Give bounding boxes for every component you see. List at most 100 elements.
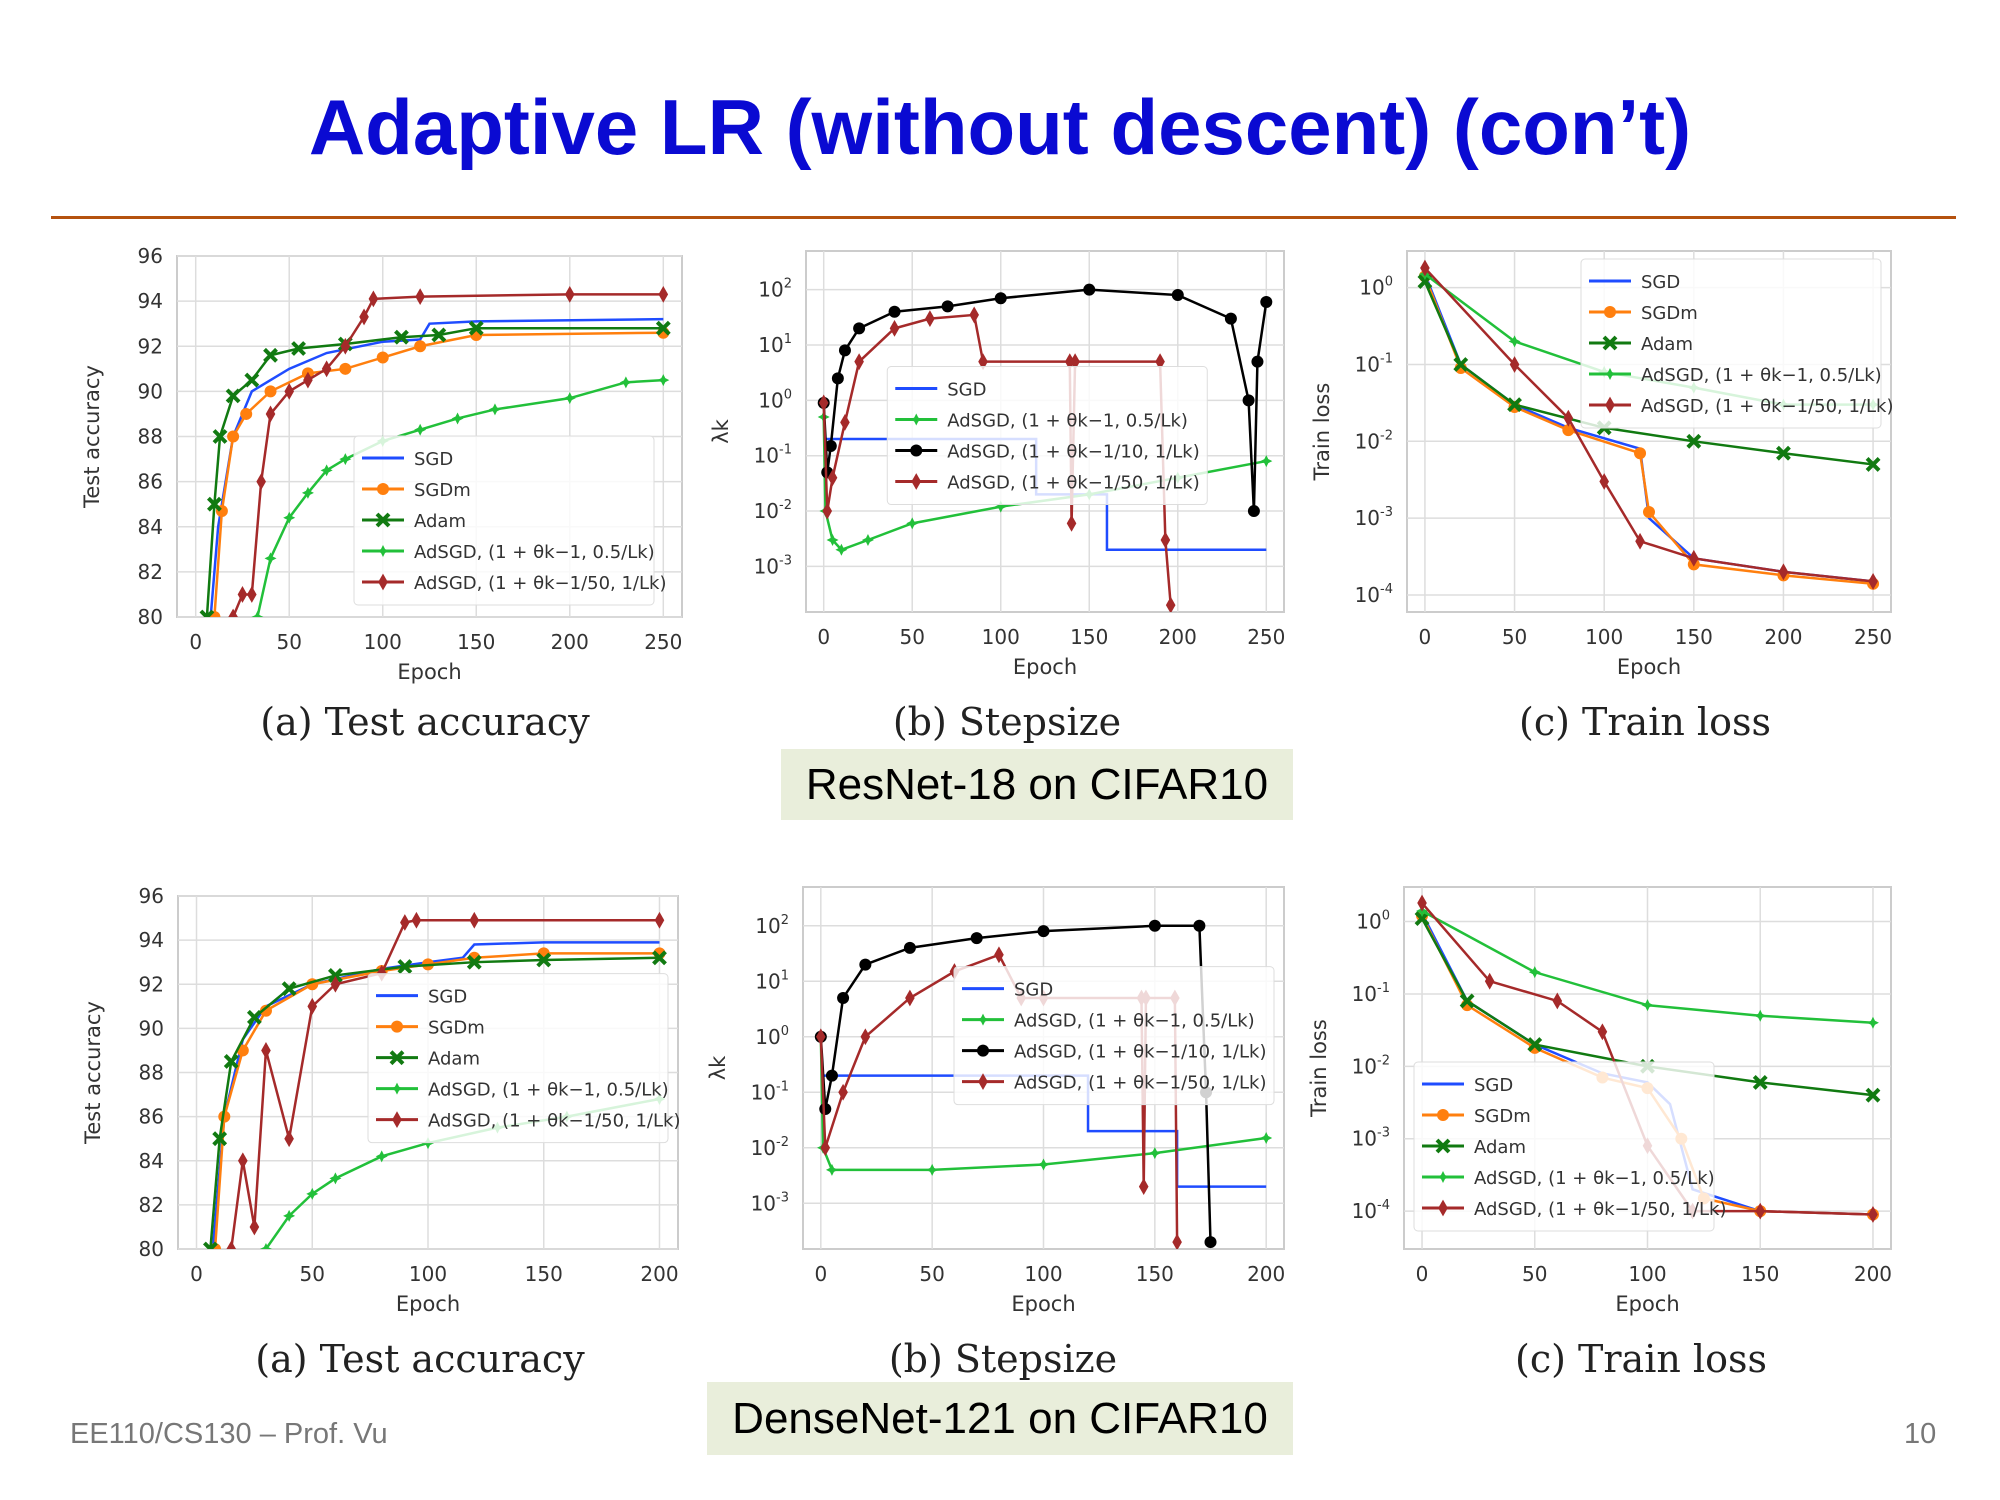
series-adam-point xyxy=(1453,357,1469,372)
x-axis-label: Epoch xyxy=(1615,1292,1679,1316)
legend-marker xyxy=(910,413,923,426)
chart-resnet-train-loss: 0 50 100 150 200 250 10-4 10-3 10-2 10-1 100 Epoch T… xyxy=(1310,250,1893,679)
series-adam-point xyxy=(1686,433,1702,449)
series-adsgd-1-k-1-50-1-lk--point xyxy=(303,371,313,389)
series-adsgd-1-k-1-10-1-lk--point xyxy=(837,991,850,1004)
x-tick-label: 200 xyxy=(1247,1262,1285,1286)
series-adsgd-1-k-1-50-1-lk--point xyxy=(818,394,829,412)
series-adam-point xyxy=(1527,1037,1543,1052)
y-tick-label: 101 xyxy=(758,332,792,357)
series-adsgd-1-k-1-50-1-lk--point xyxy=(330,975,341,993)
caption-densenet-accuracy: (a) Test accuracy xyxy=(255,1337,585,1381)
legend-label: SGD xyxy=(1474,1075,1513,1096)
legend-label: SGD xyxy=(1014,980,1053,1001)
series-adsgd-1-k-1-0-5-lk--point xyxy=(1148,1147,1161,1160)
y-tick-label: 10-1 xyxy=(754,443,792,468)
series-adsgd-1-k-1-0-5-lk--point xyxy=(1260,1132,1273,1145)
y-axis-label: Test accuracy xyxy=(80,365,104,509)
legend-box xyxy=(953,966,1275,1106)
series-sgdm-point xyxy=(259,1004,272,1017)
y-tick-label: 94 xyxy=(139,928,164,952)
series-adsgd-1-k-1-10-1-lk--point xyxy=(1171,289,1184,302)
series-adsgd-1-k-1-10-1-lk--point xyxy=(824,439,837,452)
series-adsgd-1-k-1-50-1-lk--point xyxy=(1138,1178,1149,1195)
legend-marker xyxy=(977,1013,989,1026)
legend: SGD AdSGD, (1 + θk−1, 0.5/Lk) AdSGD, (1 + … xyxy=(953,966,1275,1106)
legend-label: AdSGD, (1 + θk−1, 0.5/Lk) xyxy=(414,542,655,563)
x-tick-label: 100 xyxy=(1585,625,1623,649)
y-tick-label: 101 xyxy=(755,968,789,993)
x-tick-label: 150 xyxy=(1741,1262,1779,1286)
legend-label: AdSGD, (1 + θk−1/50, 1/Lk) xyxy=(1474,1199,1726,1220)
y-tick-label: 10-4 xyxy=(1352,1198,1390,1223)
series-adsgd-1-k-1-0-5-lk--point xyxy=(825,1163,838,1176)
series-adsgd-1-k-1-10-1-lk--point xyxy=(903,941,916,954)
x-axis-label: Epoch xyxy=(1013,655,1077,679)
series-adsgd-1-k-1-0-5-lk--point xyxy=(306,1187,319,1200)
x-tick-label: 200 xyxy=(551,630,589,654)
series-adam-point xyxy=(212,1131,228,1147)
series-adsgd-1-k-1-0-5-lk--point xyxy=(994,500,1007,513)
y-tick-label: 88 xyxy=(139,1061,164,1085)
y-tick-label: 92 xyxy=(139,972,164,996)
y-tick-label: 86 xyxy=(139,1105,164,1129)
series-adsgd-1-k-1-50-1-lk--point xyxy=(1165,596,1176,612)
series-adsgd-1-k-1-50-1-lk--point xyxy=(1064,353,1075,371)
legend-marker xyxy=(1435,1138,1451,1154)
series-adam-point xyxy=(327,968,343,983)
series-adsgd-1-k-1-50-1-lk--line xyxy=(231,293,664,617)
series-adsgd-1-k-1-50-1-lk--point xyxy=(237,586,248,603)
y-axis-label: Train loss xyxy=(1307,1019,1331,1118)
series-adsgd-1-k-1-10-1-lk--point xyxy=(825,1069,838,1082)
page-number: 10 xyxy=(1904,1418,1937,1450)
series-adsgd-1-k-1-50-1-lk--point xyxy=(854,353,864,371)
chart-resnet-test-accuracy: 0 50 100 150 200 250 80 82 84 86 88 90 92 94 96 Epoch Te… xyxy=(80,246,683,684)
legend-marker xyxy=(910,444,923,457)
caption-densenet-trainloss: (c) Train loss xyxy=(1515,1337,1767,1381)
legend-marker xyxy=(1437,1171,1449,1183)
series-adsgd-1-k-1-50-1-lk--point xyxy=(256,473,266,491)
series-adam-point xyxy=(223,1054,239,1069)
series-adsgd-1-k-1-50-1-lk--point xyxy=(249,1218,260,1236)
y-tick-label: 10-2 xyxy=(754,498,792,523)
y-tick-label: 90 xyxy=(138,379,163,403)
y-tick-label: 100 xyxy=(758,387,792,412)
series-sgdm-point xyxy=(264,385,277,398)
legend-label: AdSGD, (1 + θk−1, 0.5/Lk) xyxy=(1641,365,1882,386)
series-adsgd-1-k-1-50-1-lk--point xyxy=(1155,353,1165,371)
legend-marker xyxy=(1602,335,1618,351)
series-adsgd-1-k-1-50-1-lk--point xyxy=(1066,514,1077,532)
series-adam-point xyxy=(1752,1074,1768,1090)
series-adsgd-1-k-1-50-1-lk--point xyxy=(1563,409,1574,427)
series-adsgd-1-k-1-10-1-lk--point xyxy=(1224,312,1237,325)
x-tick-label: 200 xyxy=(640,1262,678,1286)
series-adsgd-1-k-1-10-1-lk--point xyxy=(1251,355,1264,368)
y-tick-label: 10-3 xyxy=(751,1190,789,1215)
x-tick-label: 100 xyxy=(1024,1262,1062,1286)
legend-marker xyxy=(391,1020,403,1033)
series-adsgd-1-k-1-50-1-lk--point xyxy=(905,989,915,1007)
chart-densenet-test-accuracy: 0 50 100 150 200 80 82 84 86 88 90 92 94 96 Epoch Test … xyxy=(81,886,680,1316)
x-tick-label: 50 xyxy=(919,1262,944,1286)
series-adsgd-1-k-1-50-1-lk--point xyxy=(978,353,988,371)
series-adsgd-1-k-1-50-1-lk--point xyxy=(368,290,379,308)
legend: SGD SGDm Adam AdSGD, (1 + θk−1, 0.5/Lk) AdSG… xyxy=(1580,258,1893,429)
series-adsgd-1-k-1-50-1-lk--point xyxy=(1635,532,1645,550)
y-axis-label: Train loss xyxy=(1310,383,1334,482)
y-tick-label: 10-1 xyxy=(1355,351,1393,376)
series-adsgd-1-k-1-0-5-lk--point xyxy=(826,533,839,546)
y-tick-label: 100 xyxy=(1356,909,1390,934)
series-adsgd-1-k-1-50-1-lk--point xyxy=(925,310,935,328)
x-tick-label: 50 xyxy=(1522,1262,1547,1286)
series-sgdm-point xyxy=(227,430,240,443)
series-adam-point xyxy=(199,609,215,617)
series-adsgd-1-k-1-0-5-lk--point xyxy=(301,486,314,499)
legend: SGD AdSGD, (1 + θk−1, 0.5/Lk) AdSGD, (1 + … xyxy=(886,366,1208,506)
x-axis-label: Epoch xyxy=(396,1292,460,1316)
legend: SGD SGDm Adam AdSGD, (1 + θk−1, 0.5/Lk) AdSG… xyxy=(353,435,666,606)
x-tick-label: 250 xyxy=(1247,625,1285,649)
series-adsgd-1-k-1-0-5-lk--point xyxy=(1866,1016,1879,1029)
legend-label: SGDm xyxy=(1474,1106,1531,1127)
series-adsgd-1-k-1-10-1-lk--point xyxy=(994,292,1007,305)
series-adsgd-1-k-1-10-1-lk--point xyxy=(853,322,866,335)
